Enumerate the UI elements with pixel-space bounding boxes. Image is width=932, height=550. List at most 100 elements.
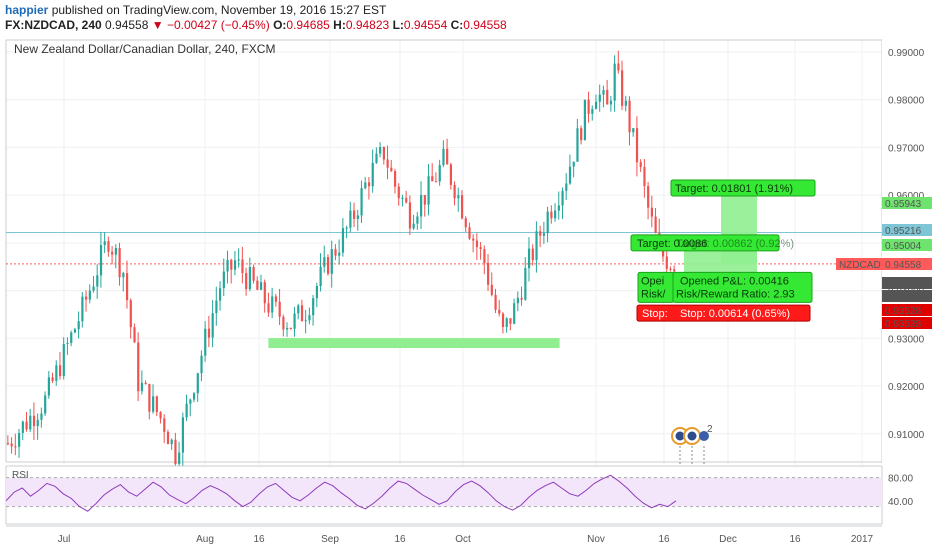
author-link[interactable]: happier: [5, 3, 49, 17]
candle-body-14: [58, 365, 62, 377]
price-tick-6: 0.97000: [888, 143, 925, 154]
candle-body-33: [129, 300, 132, 328]
candle-body-123: [464, 218, 467, 228]
publish-info: happier published on TradingView.com, No…: [5, 3, 386, 17]
price-chart[interactable]: New Zealand Dollar/Canadian Dollar, 240,…: [0, 34, 932, 550]
axis-marker-5: 0.94142: [885, 279, 922, 290]
candle-body-49: [189, 399, 192, 404]
price-tick-1: 0.92000: [888, 382, 925, 393]
candle-body-9: [40, 413, 43, 420]
info-front-2: Risk/: [641, 288, 666, 300]
rsi-pane[interactable]: RSI 80.00 40.00: [5, 465, 913, 525]
candle-body-114: [431, 176, 434, 182]
candle-body-135: [509, 318, 512, 324]
candle-body-138: [520, 297, 523, 300]
axis-marker-bg-8: [882, 317, 932, 329]
candle-body-67: [256, 280, 259, 290]
candle-body-32: [125, 273, 129, 301]
candle-body-169: [635, 128, 639, 163]
target-box-1: [670, 179, 816, 197]
candle-body-100: [379, 147, 382, 154]
candle-body-92: [349, 210, 352, 228]
candle-body-173: [650, 207, 654, 217]
axis-marker-6: 0.94142: [885, 292, 922, 303]
candle-body-81: [308, 315, 311, 321]
candle-body-143: [539, 231, 542, 236]
axis-marker-bg-5: [882, 277, 932, 289]
candle-body-144: [542, 233, 546, 236]
candle-body-165: [621, 70, 624, 106]
published-text: published on TradingView.com, November 1…: [51, 3, 387, 17]
info-front-1: Opei: [641, 275, 664, 287]
open-label: O:: [273, 18, 287, 32]
candle-body-88: [334, 249, 337, 256]
candle-body-164: [617, 63, 620, 71]
time-tick-8: Dec: [719, 534, 737, 545]
last-price: 0.94558: [105, 18, 149, 32]
candle-body-1: [10, 443, 13, 447]
candle-body-69: [263, 282, 266, 304]
axis-marker-8: 0.93528: [885, 319, 922, 330]
time-tick-9: 16: [789, 534, 801, 545]
target-box-2: [630, 234, 780, 252]
candle-body-101: [382, 147, 386, 160]
candle-body-155: [583, 99, 587, 141]
candle-body-26: [103, 241, 106, 246]
axis-marker-bg-0: [882, 197, 932, 209]
chart-title: New Zealand Dollar/Canadian Dollar, 240,…: [14, 42, 275, 56]
candle-body-74: [282, 316, 285, 330]
candle-body-46: [178, 452, 181, 465]
target-label-2: Target: 0.00862 (0.92%): [676, 238, 794, 250]
candle-body-157: [591, 108, 594, 114]
risk-reward-label: Risk/Reward Ratio: 2.93: [676, 288, 795, 300]
axis-marker-bg-2: [882, 239, 932, 251]
candle-body-130: [490, 284, 493, 295]
price-tick-2: 0.93000: [888, 334, 925, 345]
candle-body-134: [505, 318, 508, 327]
axis-marker-3: NZDCAD: [839, 260, 881, 271]
candle-body-174: [654, 216, 657, 233]
candle-body-154: [580, 128, 583, 141]
candle-body-113: [427, 176, 430, 205]
candle-body-3: [18, 432, 21, 447]
candles: [6, 50, 676, 471]
candle-body-116: [438, 165, 441, 182]
candle-body-104: [393, 171, 397, 187]
time-tick-1: Aug: [196, 534, 214, 545]
candle-body-13: [55, 365, 58, 381]
candle-body-93: [353, 210, 356, 219]
event-markers[interactable]: 2: [671, 424, 713, 464]
info-box: [672, 271, 813, 303]
candle-body-66: [252, 266, 255, 281]
low-label: L:: [392, 18, 404, 32]
candle-body-80: [304, 320, 307, 322]
candle-body-41: [159, 412, 162, 419]
candle-body-45: [174, 439, 177, 465]
candle-body-156: [587, 99, 590, 114]
candle-body-85: [323, 257, 326, 267]
axis-marker-bg-6: [882, 290, 932, 302]
price-tick-0: 0.91000: [888, 430, 925, 441]
candle-body-61: [233, 260, 237, 270]
rsi-tick-0: 80.00: [888, 474, 913, 485]
time-tick-6: Nov: [587, 534, 605, 545]
candle-body-166: [624, 100, 627, 106]
candle-body-20: [81, 296, 84, 322]
candle-body-73: [278, 301, 281, 317]
candle-body-71: [271, 296, 274, 313]
time-tick-0: Jul: [58, 534, 71, 545]
time-axis[interactable]: Jul Aug 16 Sep 16 Oct Nov 16 Dec 16 2017: [6, 525, 882, 545]
candle-body-84: [319, 266, 322, 287]
candle-body-44: [170, 439, 173, 445]
close-label: C:: [450, 18, 464, 32]
trade-annotations[interactable]: Target: 0.01801 (1.91%) Target: 0.0086Tar…: [630, 179, 816, 322]
support-zone-layer[interactable]: [268, 338, 560, 349]
candle-body-110: [416, 216, 419, 224]
candle-body-140: [527, 248, 531, 269]
candle-body-91: [345, 227, 348, 229]
candle-body-167: [628, 100, 631, 133]
price-tick-8: 0.99000: [888, 48, 925, 59]
candle-body-31: [122, 273, 125, 278]
axis-marker-4: 0.94558: [885, 260, 922, 271]
candle-body-119: [449, 164, 453, 185]
